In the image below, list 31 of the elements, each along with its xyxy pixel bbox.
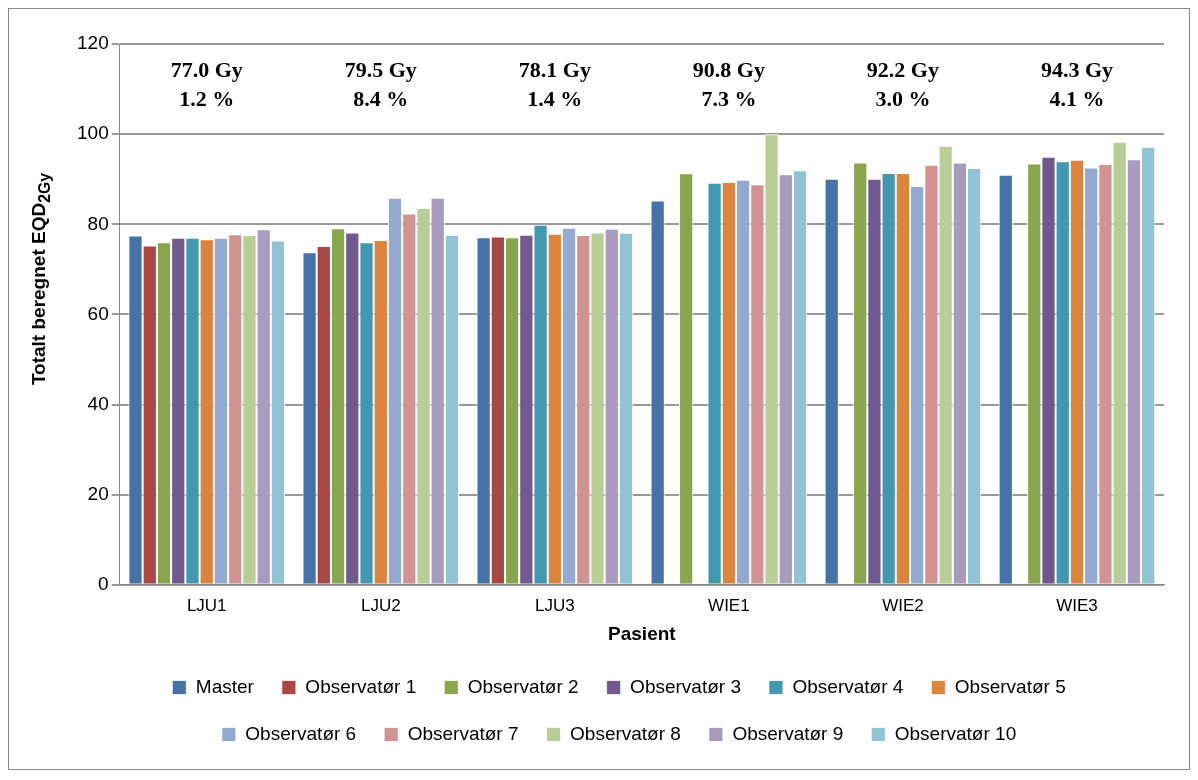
legend-label: Observatør 4 <box>792 675 904 697</box>
legend-label: Observatør 3 <box>630 675 741 697</box>
x-axis-title: Pasient <box>608 622 677 644</box>
legend-label: Observatør 5 <box>954 675 1066 697</box>
annotation: 94.3 Gy 4.1 % <box>1040 57 1114 112</box>
y-tick-label: 60 <box>87 302 109 324</box>
x-tick-label: WIE3 <box>1056 595 1098 615</box>
legend-label: Observatør 9 <box>732 722 844 744</box>
legend-label: Observatør 6 <box>245 722 357 744</box>
x-tick-label: LJU2 <box>360 595 401 615</box>
legend-label: Master <box>195 675 255 697</box>
y-tick-label: 0 <box>98 573 109 595</box>
y-tick-label: 40 <box>87 392 109 414</box>
x-tick-label: LJU1 <box>186 595 227 615</box>
annotation: 78.1 Gy 1.4 % <box>518 57 591 112</box>
x-tick-label: WIE2 <box>882 595 924 615</box>
y-tick-label: 120 <box>77 32 109 54</box>
annotation: 79.5 Gy 8.4 % <box>344 57 417 112</box>
annotation: 90.8 Gy 7.3 % <box>692 57 765 112</box>
legend-label: Observatør 10 <box>894 722 1017 744</box>
annotation: 92.2 Gy 3.0 % <box>866 57 939 112</box>
legend-label: Observatør 2 <box>467 675 579 697</box>
legend-label: Observatør 8 <box>570 722 681 744</box>
y-tick-label: 20 <box>87 482 109 504</box>
legend-label: Observatør 1 <box>305 675 417 697</box>
y-tick-label: 80 <box>87 212 109 234</box>
y-tick-label: 100 <box>77 122 109 144</box>
x-tick-label: LJU3 <box>534 595 575 615</box>
x-tick-label: WIE1 <box>708 595 750 615</box>
legend-label: Observatør 7 <box>407 722 519 744</box>
annotation: 77.0 Gy 1.2 % <box>170 57 243 112</box>
